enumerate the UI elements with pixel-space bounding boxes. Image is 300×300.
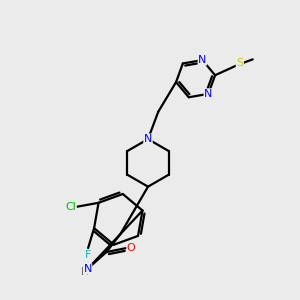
Text: H: H bbox=[81, 267, 88, 277]
Text: Cl: Cl bbox=[65, 202, 76, 212]
Text: O: O bbox=[127, 243, 136, 253]
Text: S: S bbox=[236, 58, 243, 68]
Text: N: N bbox=[83, 264, 92, 274]
Text: N: N bbox=[204, 89, 212, 99]
Text: N: N bbox=[144, 134, 152, 144]
Text: F: F bbox=[85, 250, 91, 260]
Text: N: N bbox=[198, 55, 206, 65]
